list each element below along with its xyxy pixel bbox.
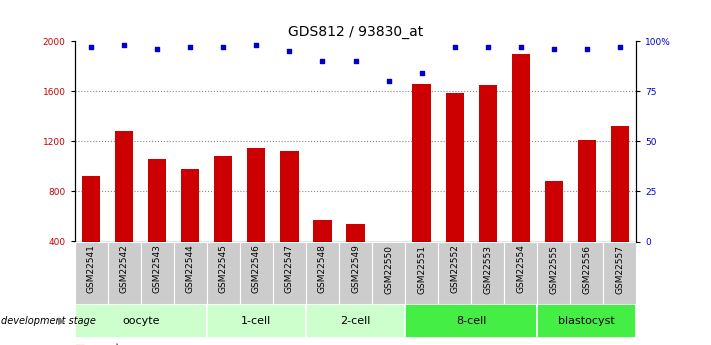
Point [85,45,97,50]
Text: ▶: ▶ [58,316,65,326]
Text: GSM22549: GSM22549 [351,245,360,294]
Point [416,71,427,76]
Text: GSM22551: GSM22551 [417,245,426,294]
FancyBboxPatch shape [339,241,372,304]
FancyBboxPatch shape [107,241,141,304]
Text: GSM22557: GSM22557 [615,245,624,294]
Point [151,47,163,52]
Text: blastocyst: blastocyst [558,316,615,326]
Point [449,45,460,50]
Bar [214,156,232,241]
FancyBboxPatch shape [141,241,173,304]
Bar [280,151,299,242]
Point [548,47,560,52]
Text: GSM22555: GSM22555 [549,245,558,294]
FancyBboxPatch shape [438,241,471,304]
Bar [82,176,100,242]
FancyBboxPatch shape [405,241,438,304]
Text: GSM22550: GSM22550 [384,245,393,294]
Bar [446,93,464,241]
FancyBboxPatch shape [75,241,107,304]
Bar [412,84,431,242]
Point [218,45,229,50]
Point [383,79,394,84]
Text: GSM22554: GSM22554 [516,245,525,294]
Text: GSM22543: GSM22543 [153,245,162,294]
FancyBboxPatch shape [471,241,504,304]
Text: GSM22548: GSM22548 [318,245,327,294]
FancyBboxPatch shape [570,241,604,304]
FancyBboxPatch shape [405,304,538,338]
Text: GSM22547: GSM22547 [285,245,294,294]
Point [614,45,626,50]
Text: GSM22556: GSM22556 [582,245,592,294]
FancyBboxPatch shape [75,304,207,338]
FancyBboxPatch shape [306,241,339,304]
Bar [611,126,629,242]
Text: GSM22545: GSM22545 [219,245,228,294]
FancyBboxPatch shape [538,241,570,304]
FancyBboxPatch shape [207,241,240,304]
Text: 8-cell: 8-cell [456,316,486,326]
Bar [181,169,199,241]
Text: GSM22546: GSM22546 [252,245,261,294]
Text: count: count [92,344,120,345]
FancyBboxPatch shape [207,304,306,338]
FancyBboxPatch shape [538,304,636,338]
Bar [346,224,365,241]
Text: GSM22542: GSM22542 [119,245,129,293]
FancyBboxPatch shape [273,241,306,304]
Bar [115,131,133,241]
Text: oocyte: oocyte [122,316,159,326]
FancyBboxPatch shape [240,241,273,304]
Title: GDS812 / 93830_at: GDS812 / 93830_at [288,25,423,39]
Bar [148,159,166,242]
Text: GSM22541: GSM22541 [87,245,96,294]
Bar [380,241,397,244]
FancyBboxPatch shape [504,241,538,304]
Point [350,59,361,64]
Point [185,45,196,50]
Text: 1-cell: 1-cell [241,316,272,326]
Text: development stage: development stage [1,316,95,326]
Bar [545,181,563,241]
Point [119,43,130,48]
Text: ■: ■ [75,344,85,345]
Bar [479,85,497,242]
FancyBboxPatch shape [306,304,405,338]
Point [515,45,526,50]
Text: GSM22552: GSM22552 [450,245,459,294]
Bar [578,140,596,242]
FancyBboxPatch shape [173,241,207,304]
Bar [247,148,265,242]
Text: 2-cell: 2-cell [341,316,370,326]
Point [482,45,493,50]
FancyBboxPatch shape [372,241,405,304]
Point [251,43,262,48]
Point [284,49,295,54]
Text: GSM22544: GSM22544 [186,245,195,293]
Point [581,47,592,52]
Bar [512,54,530,241]
Bar [314,220,331,242]
Point [317,59,328,64]
FancyBboxPatch shape [604,241,636,304]
Text: GSM22553: GSM22553 [483,245,492,294]
